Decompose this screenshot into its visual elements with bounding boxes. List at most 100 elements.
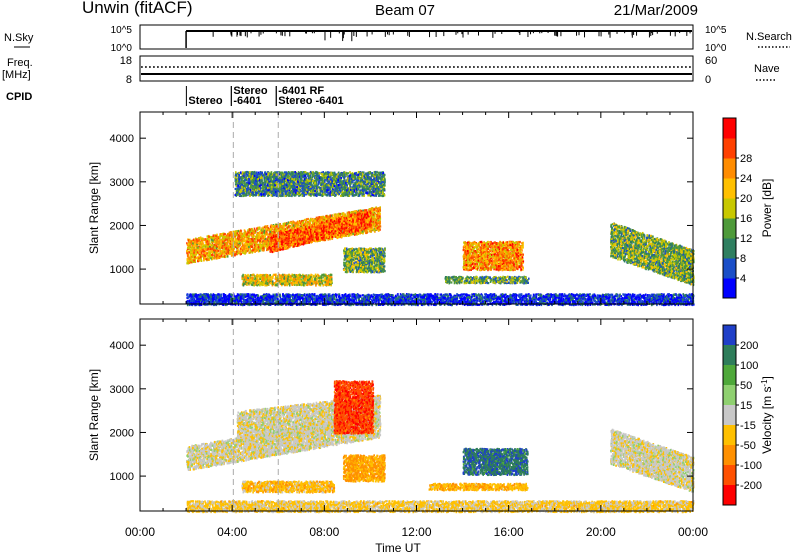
power-echo — [187, 258, 189, 260]
nsearch-label: N.Search — [746, 31, 792, 43]
power-echo — [262, 237, 264, 239]
power-echo — [365, 232, 367, 234]
power-echo — [354, 234, 356, 236]
power-echo — [374, 229, 376, 231]
power-echo — [341, 213, 343, 215]
power-echo — [249, 239, 251, 241]
power-echo — [228, 236, 230, 238]
power-echo — [288, 221, 290, 223]
power-echo — [254, 240, 256, 242]
power-echo — [192, 243, 194, 245]
power-echo — [351, 234, 353, 236]
power-echo — [211, 236, 213, 238]
power-echo — [317, 218, 319, 220]
cpid-label: CPID — [6, 91, 32, 103]
power-echo — [226, 253, 228, 255]
nave-tick-top: 60 — [705, 55, 717, 67]
power-echo — [242, 243, 244, 245]
power-echo — [245, 250, 247, 252]
station-title: Unwin (fitACF) — [82, 0, 193, 17]
power-echo — [252, 234, 254, 236]
power-echo — [298, 222, 300, 224]
power-echo — [309, 223, 311, 225]
power-echo — [295, 227, 297, 229]
power-echo — [193, 239, 195, 241]
power-echo — [293, 221, 295, 223]
power-echo — [212, 247, 214, 249]
power-echo — [216, 247, 218, 249]
power-echo — [307, 221, 309, 223]
power-echo — [266, 240, 268, 242]
power-echo — [292, 224, 294, 226]
power-echo — [213, 237, 215, 239]
power-echo — [218, 239, 220, 241]
power-echo — [289, 222, 291, 224]
power-echo — [338, 213, 340, 215]
power-echo — [220, 240, 222, 242]
beam-title: Beam 07 — [375, 2, 435, 19]
power-echo — [230, 233, 232, 235]
power-echo — [188, 243, 190, 245]
power-echo — [221, 233, 223, 235]
power-echo — [240, 230, 242, 232]
power-echo — [241, 247, 243, 249]
freq-label: Freq. — [7, 57, 33, 69]
power-echo — [220, 233, 222, 235]
power-echo — [379, 224, 381, 226]
power-echo — [212, 254, 214, 256]
freq-tick-top: 18 — [120, 55, 132, 67]
power-echo — [264, 240, 266, 242]
power-echo — [211, 241, 213, 243]
power-echo — [231, 250, 233, 252]
power-echo — [221, 255, 223, 257]
power-echo — [214, 241, 216, 243]
cpid-entry: Stereo -6401 — [278, 95, 343, 107]
power-echo — [236, 245, 238, 247]
power-echo — [218, 250, 220, 252]
power-echo — [207, 240, 209, 242]
power-echo — [297, 221, 299, 223]
power-echo — [219, 257, 221, 259]
power-echo — [378, 228, 380, 230]
power-echo — [341, 236, 343, 238]
power-echo — [220, 252, 222, 254]
cpid-entry: Stereo — [233, 85, 268, 97]
power-echo — [234, 241, 236, 243]
power-echo — [234, 237, 236, 239]
nsearch-tick-bottom: 10^0 — [705, 43, 727, 54]
power-echo — [241, 240, 243, 242]
power-echo — [195, 249, 197, 251]
power-echo — [194, 240, 196, 242]
nsearch-tick-top: 10^5 — [705, 25, 727, 36]
power-echo — [196, 257, 198, 259]
power-echo — [318, 221, 320, 223]
power-echo — [208, 259, 210, 261]
power-echo — [267, 248, 269, 250]
power-echo — [220, 245, 222, 247]
power-echo — [220, 243, 222, 245]
power-echo — [279, 224, 281, 226]
power-echo — [216, 237, 218, 239]
power-echo — [256, 235, 258, 237]
power-echo — [259, 231, 261, 233]
power-echo — [228, 248, 230, 250]
power-echo — [304, 219, 306, 221]
power-echo — [253, 232, 255, 234]
power-echo — [252, 251, 254, 253]
power-echo — [219, 235, 221, 237]
power-echo — [240, 248, 242, 250]
nsky-tick-bottom: 10^0 — [111, 43, 133, 54]
power-echo — [189, 260, 191, 262]
power-echo — [241, 233, 243, 235]
power-echo — [219, 250, 221, 252]
power-echo — [261, 232, 263, 234]
power-echo — [191, 260, 193, 262]
power-echo — [339, 213, 341, 215]
power-echo — [256, 227, 258, 229]
power-echoes — [186, 171, 694, 306]
power-echo — [218, 247, 220, 249]
